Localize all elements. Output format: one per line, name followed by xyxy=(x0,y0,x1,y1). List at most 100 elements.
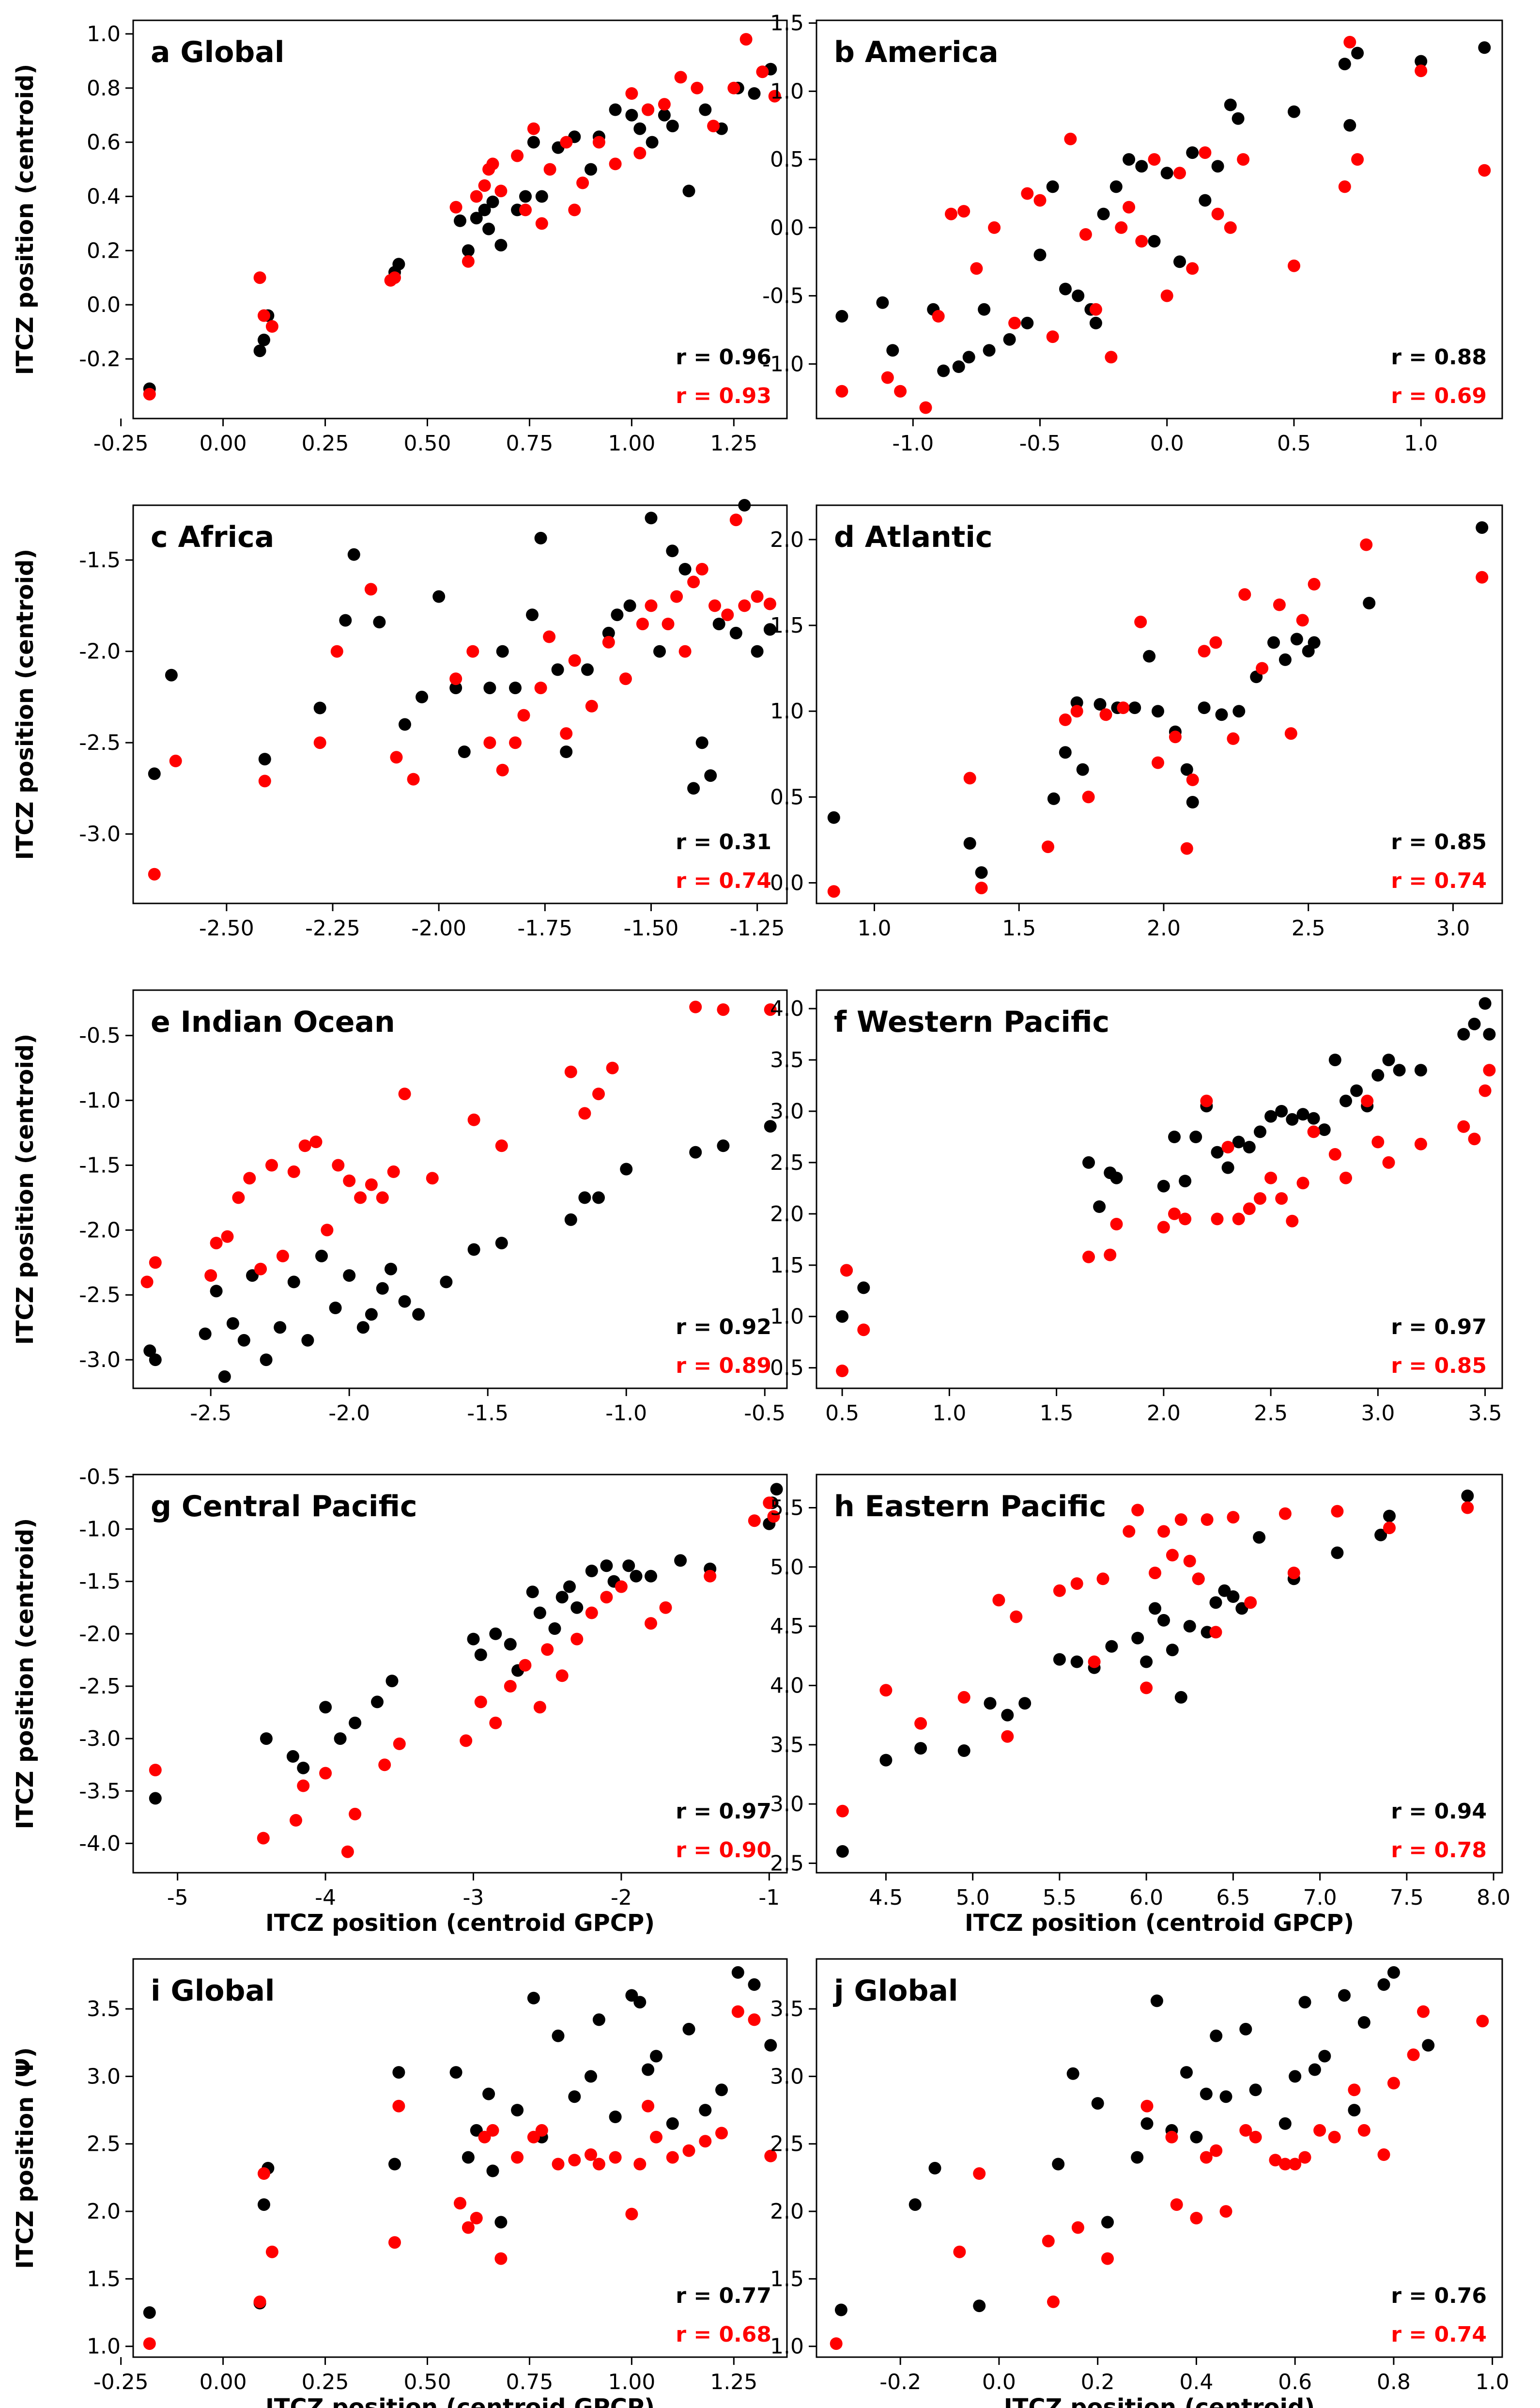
y-tick-label: 4.0 xyxy=(770,996,804,1021)
scatter-point-black xyxy=(633,1996,647,2009)
scatter-point-red xyxy=(1361,1094,1374,1107)
scatter-point-red xyxy=(1165,2130,1178,2144)
scatter-point-red xyxy=(1224,221,1237,234)
scatter-point-black xyxy=(258,2198,270,2211)
scatter-point-red xyxy=(1417,2005,1430,2018)
scatter-point-black xyxy=(623,599,636,612)
scatter-point-red xyxy=(398,1087,411,1101)
scatter-point-black xyxy=(748,1978,761,1991)
scatter-point-black xyxy=(1076,763,1089,776)
scatter-point-red xyxy=(1168,1207,1181,1220)
scatter-point-black xyxy=(388,2158,401,2171)
x-tick-label: -2.00 xyxy=(411,916,466,941)
scatter-point-black xyxy=(486,2164,499,2177)
scatter-point-red xyxy=(1275,1192,1288,1205)
plot-area-frame xyxy=(816,19,1503,419)
scatter-point-red xyxy=(1296,1177,1309,1190)
scatter-point-red xyxy=(560,727,573,740)
y-tick-label: 2.5 xyxy=(770,1150,804,1175)
scatter-point-red xyxy=(615,1580,628,1593)
scatter-point-black xyxy=(1308,2063,1321,2076)
scatter-point-black xyxy=(1131,1631,1144,1645)
scatter-point-red xyxy=(376,1191,389,1204)
scatter-point-black xyxy=(751,645,764,658)
scatter-point-red xyxy=(1211,1212,1224,1226)
scatter-point-black xyxy=(253,344,266,357)
scatter-point-red xyxy=(879,1684,893,1697)
scatter-point-black xyxy=(1093,698,1107,711)
scatter-point-black xyxy=(1183,1620,1196,1633)
x-tick-label: 1.0 xyxy=(1476,2370,1509,2394)
scatter-point-black xyxy=(494,2216,508,2229)
scatter-point-red xyxy=(1371,1135,1385,1149)
x-tick-label: 0.00 xyxy=(200,2370,247,2394)
scatter-point-black xyxy=(592,2013,605,2026)
scatter-point-black xyxy=(1209,1596,1222,1609)
scatter-point-red xyxy=(527,122,540,135)
scatter-point-red xyxy=(253,2295,266,2308)
scatter-point-black xyxy=(1003,333,1016,346)
scatter-point-black xyxy=(274,1321,287,1334)
scatter-point-red xyxy=(957,205,970,218)
scatter-point-black xyxy=(1140,2117,1154,2130)
scatter-point-black xyxy=(432,590,446,603)
scatter-point-black xyxy=(509,682,522,695)
scatter-point-red xyxy=(321,1224,334,1237)
scatter-point-black xyxy=(478,203,491,217)
scatter-point-red xyxy=(1160,289,1173,302)
r-value-black: r = 0.94 xyxy=(1391,1799,1487,1824)
scatter-point-black xyxy=(449,682,462,695)
r-value-red: r = 0.74 xyxy=(1391,869,1487,893)
scatter-point-black xyxy=(527,136,540,149)
scatter-point-black xyxy=(678,563,692,575)
scatter-point-black xyxy=(555,1591,569,1604)
scatter-point-red xyxy=(221,1230,234,1243)
scatter-point-red xyxy=(881,371,894,384)
scatter-point-red xyxy=(519,1659,532,1672)
scatter-point-black xyxy=(653,645,666,658)
y-tick-label: -3.5 xyxy=(79,1779,121,1803)
scatter-point-red xyxy=(1042,840,1054,854)
scatter-point-black xyxy=(578,1191,591,1204)
scatter-point-black xyxy=(1393,1064,1406,1077)
scatter-point-red xyxy=(1131,1504,1144,1517)
scatter-point-black xyxy=(1210,2029,1223,2042)
scatter-point-black xyxy=(1211,160,1224,173)
scatter-point-black xyxy=(909,2198,922,2211)
scatter-point-red xyxy=(407,773,420,786)
scatter-point-black xyxy=(1128,701,1141,715)
plot-area-frame xyxy=(816,1474,1503,1874)
scatter-point-red xyxy=(1042,2235,1055,2248)
scatter-point-red xyxy=(341,1845,354,1858)
scatter-point-black xyxy=(611,608,624,621)
scatter-point-red xyxy=(857,1323,870,1336)
plot-area-frame xyxy=(132,1958,788,2358)
scatter-point-black xyxy=(642,2063,655,2076)
x-tick-label: 1.5 xyxy=(1002,916,1036,941)
scatter-point-red xyxy=(717,1003,730,1016)
panel-title: g Central Pacific xyxy=(151,1490,417,1523)
scatter-point-red xyxy=(467,1113,480,1126)
scatter-point-black xyxy=(1249,2083,1262,2097)
scatter-point-black xyxy=(1135,160,1148,173)
scatter-point-red xyxy=(535,217,548,230)
plot-area-frame xyxy=(132,504,788,904)
x-tick-label: -2.50 xyxy=(199,916,254,941)
scatter-point-black xyxy=(1232,1135,1245,1149)
y-tick-label: -0.2 xyxy=(79,347,121,372)
scatter-point-black xyxy=(1340,1094,1352,1107)
scatter-point-black xyxy=(1110,1171,1123,1184)
x-tick-label: -1.0 xyxy=(892,431,934,456)
scatter-point-red xyxy=(1001,1730,1014,1743)
scatter-point-red xyxy=(1192,1572,1205,1585)
scatter-point-red xyxy=(517,709,530,722)
scatter-point-black xyxy=(687,782,700,795)
scatter-point-black xyxy=(1199,194,1212,207)
scatter-point-black xyxy=(1174,1691,1187,1704)
x-tick-label: 0.0 xyxy=(982,2370,1016,2394)
x-tick-label: 1.0 xyxy=(932,1401,966,1426)
r-value-black: r = 0.88 xyxy=(1391,345,1487,370)
scatter-point-red xyxy=(606,1061,619,1074)
scatter-point-black xyxy=(645,1569,657,1583)
scatter-point-black xyxy=(1047,792,1060,805)
